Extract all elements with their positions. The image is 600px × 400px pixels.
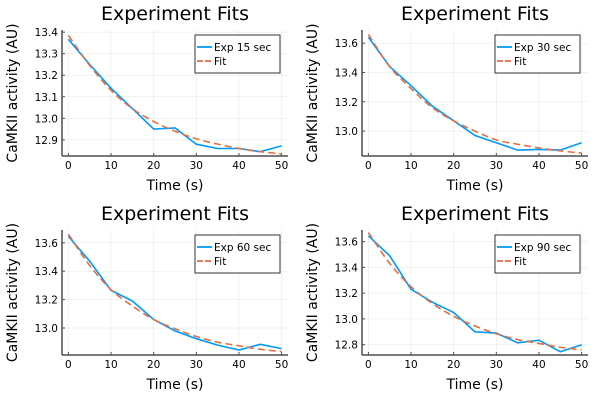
subplot-3: Experiment Fits 0 10 20 30 40 50 13.0 13.2 13.4 13…	[5, 203, 288, 393]
x-tick-label: 30	[190, 359, 203, 371]
legend-label: Exp 15 sec	[214, 42, 271, 54]
legend-label: Fit	[514, 256, 526, 268]
legend-label: Exp 60 sec	[214, 242, 271, 254]
legend-box	[494, 34, 581, 74]
y-tick-label: 13.1	[35, 92, 58, 104]
x-tick-label: 40	[532, 359, 545, 371]
x-tick-label: 20	[147, 160, 160, 172]
legend-box	[194, 234, 281, 274]
y-tick-label: 13.2	[35, 70, 58, 82]
x-tick-label: 30	[490, 160, 503, 172]
fit-line	[367, 232, 582, 351]
fit-line	[67, 34, 282, 155]
x-tick-label: 10	[404, 359, 417, 371]
x-tick-label: 50	[275, 359, 288, 371]
legend-box	[194, 34, 281, 74]
y-tick-label: 13.2	[335, 288, 358, 300]
subplot-4: Experiment Fits 0 10 20 30 40 50 12.8 13.0 13.2 13…	[305, 203, 588, 393]
x-tick-label: 20	[447, 160, 460, 172]
y-tick-label: 13.6	[335, 237, 359, 249]
x-tick-label: 20	[147, 359, 160, 371]
y-tick-label: 13.4	[335, 262, 359, 274]
y-tick-label: 12.8	[335, 340, 358, 352]
legend-label: Fit	[514, 56, 526, 68]
x-tick-label: 50	[575, 359, 588, 371]
experiment-line	[67, 235, 282, 351]
y-tick-label: 13.6	[35, 238, 59, 250]
x-tick-label: 10	[104, 160, 117, 172]
y-axis-label: CaMKII activity (AU)	[5, 23, 21, 162]
chart-title: Experiment Fits	[101, 203, 249, 225]
legend-label: Fit	[214, 56, 226, 68]
chart-title: Experiment Fits	[401, 203, 549, 225]
subplot-1: Experiment Fits 0 10 20 30 40 50 12.9 13.0 13.1 13…	[5, 3, 288, 194]
x-tick-label: 40	[532, 160, 545, 172]
x-axis-label: Time (s)	[146, 377, 204, 393]
x-tick-label: 40	[232, 160, 245, 172]
y-tick-label: 13.0	[335, 126, 358, 138]
x-tick-label: 50	[575, 160, 588, 172]
y-axis-label: CaMKII activity (AU)	[5, 223, 21, 362]
fit-line	[367, 33, 582, 154]
x-tick-label: 20	[447, 359, 460, 371]
y-tick-label: 13.4	[335, 67, 359, 79]
legend-box	[494, 234, 581, 274]
y-tick-label: 13.4	[35, 27, 59, 39]
subplot-2: Experiment Fits 0 10 20 30 40 50 13.0 13.2 13.4 13…	[305, 3, 588, 194]
x-tick-label: 10	[404, 160, 417, 172]
fit-line	[67, 233, 282, 353]
x-tick-label: 0	[65, 359, 72, 371]
experiment-line	[67, 38, 282, 153]
experiment-line	[367, 235, 582, 353]
y-tick-label: 13.4	[35, 266, 59, 278]
chart-title: Experiment Fits	[101, 3, 249, 25]
y-tick-label: 13.0	[335, 314, 358, 326]
y-tick-label: 13.2	[335, 97, 358, 109]
x-axis-label: Time (s)	[146, 178, 204, 194]
y-axis-label: CaMKII activity (AU)	[305, 23, 321, 162]
x-tick-label: 50	[275, 160, 288, 172]
legend-label: Exp 90 sec	[514, 242, 571, 254]
y-tick-label: 13.0	[35, 323, 58, 335]
y-axis-label: CaMKII activity (AU)	[305, 223, 321, 362]
x-axis-label: Time (s)	[446, 377, 504, 393]
x-axis-label: Time (s)	[446, 178, 504, 194]
x-tick-label: 0	[65, 160, 72, 172]
chart-title: Experiment Fits	[401, 3, 549, 25]
x-tick-label: 30	[190, 160, 203, 172]
legend-label: Fit	[214, 256, 226, 268]
x-tick-label: 40	[232, 359, 245, 371]
x-tick-label: 10	[104, 359, 117, 371]
y-tick-label: 12.9	[35, 135, 58, 147]
x-tick-label: 30	[490, 359, 503, 371]
x-tick-label: 0	[365, 359, 372, 371]
y-tick-label: 13.0	[35, 113, 58, 125]
y-tick-label: 13.3	[35, 49, 58, 61]
x-tick-label: 0	[365, 160, 372, 172]
legend-label: Exp 30 sec	[514, 42, 571, 54]
y-tick-label: 13.6	[335, 38, 359, 50]
y-tick-label: 13.2	[35, 295, 58, 307]
